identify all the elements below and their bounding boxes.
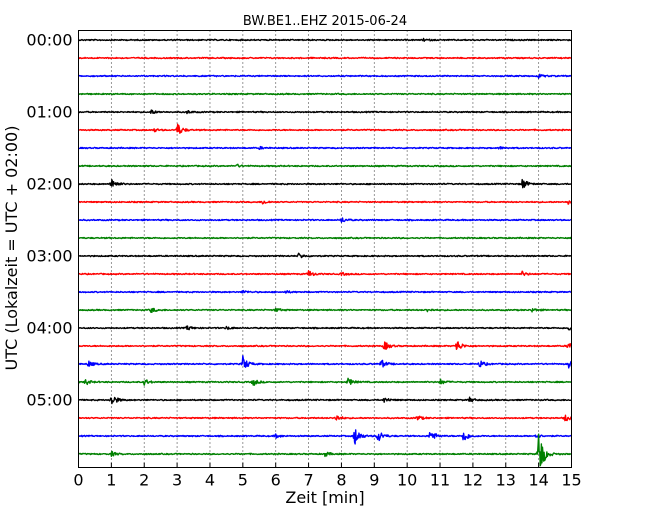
y-axis-label: UTC (Lokalzeit = UTC + 02:00)	[2, 126, 21, 371]
x-tick-label: 11	[430, 471, 450, 490]
seismic-trace	[79, 180, 572, 188]
y-tick-label: 01:00	[26, 103, 72, 122]
y-tick-label: 05:00	[26, 391, 72, 410]
seismic-trace	[79, 271, 572, 276]
seismic-trace	[79, 218, 572, 222]
seismic-trace	[79, 434, 572, 466]
seismic-trace	[79, 201, 572, 204]
x-tick-label: 9	[369, 471, 379, 490]
seismic-trace	[79, 124, 572, 133]
seismic-trace	[79, 57, 572, 58]
x-tick-label: 10	[397, 471, 417, 490]
seismic-trace	[79, 253, 572, 257]
seismic-trace	[79, 74, 572, 78]
x-tick-label: 8	[336, 471, 346, 490]
x-tick-label: 7	[303, 471, 313, 490]
y-axis: 00:00 01:00 02:00 03:00 04:00 05:00	[26, 31, 83, 410]
x-axis-label: Zeit [min]	[285, 488, 364, 507]
x-tick-label: 15	[561, 471, 581, 490]
x-tick-label: 12	[463, 471, 483, 490]
x-tick-label: 6	[271, 471, 281, 490]
seismic-trace	[79, 164, 572, 167]
seismic-trace	[79, 38, 572, 41]
seismic-trace	[79, 326, 572, 330]
seismic-trace	[79, 110, 572, 114]
chart-title: BW.BE1..EHZ 2015-06-24	[243, 14, 407, 29]
x-tick-label: 13	[496, 471, 516, 490]
seismic-trace	[79, 237, 572, 238]
y-tick-label: 03:00	[26, 247, 72, 266]
x-tick-label: 2	[139, 471, 149, 490]
seismic-trace	[79, 147, 572, 150]
seismic-trace	[79, 291, 572, 293]
y-tick-label: 04:00	[26, 319, 72, 338]
x-axis: 0 1 2 3 4 5 6 7 8 9 10 11 12 13 14 15	[73, 463, 581, 490]
seismic-trace	[79, 378, 572, 385]
seismic-trace	[79, 93, 572, 94]
x-tick-label: 0	[73, 471, 83, 490]
seismic-trace	[79, 415, 572, 420]
y-tick-label: 02:00	[26, 175, 72, 194]
x-tick-label: 5	[238, 471, 248, 490]
seismic-trace	[79, 397, 572, 403]
x-tick-label: 1	[106, 471, 116, 490]
trace-group	[79, 38, 572, 465]
y-tick-label: 00:00	[26, 31, 72, 50]
x-tick-label: 4	[205, 471, 215, 490]
seismic-trace	[79, 342, 572, 349]
x-tick-label: 14	[528, 471, 548, 490]
seismic-trace	[79, 308, 572, 312]
seismic-trace	[79, 430, 572, 444]
plot-frame	[79, 31, 572, 468]
grid-lines	[111, 31, 538, 468]
seismic-trace	[79, 356, 572, 368]
x-tick-label: 3	[172, 471, 182, 490]
